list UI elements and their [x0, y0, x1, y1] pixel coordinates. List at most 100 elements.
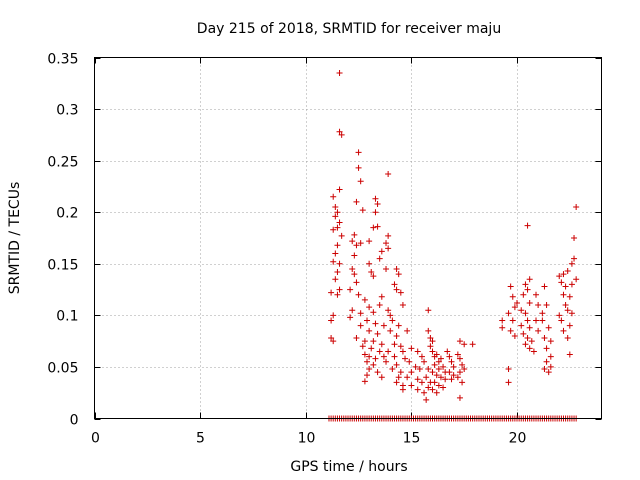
data-point: [418, 379, 425, 386]
data-point: [374, 223, 381, 230]
data-point: [522, 281, 529, 288]
axis-ticks: 0 5 10 15 20 0 0.05 0.1 0.15 0.2 0.25 0.3 0.35: [47, 52, 602, 447]
data-point: [368, 269, 375, 276]
plot-frame: [94, 57, 602, 419]
data-point: [387, 312, 394, 319]
data-point: [425, 365, 432, 372]
data-point: [347, 286, 354, 293]
data-point: [423, 374, 430, 381]
data-point: [571, 235, 578, 241]
data-point: [524, 335, 531, 342]
y-tick-label: 0.3: [56, 103, 78, 119]
data-point: [330, 193, 337, 200]
grid-lines: [94, 57, 602, 419]
data-point: [461, 365, 468, 372]
data-point: [456, 355, 463, 362]
data-point: [509, 317, 516, 324]
data-point: [366, 304, 373, 311]
data-point: [437, 374, 444, 381]
data-point: [334, 209, 341, 216]
data-point: [573, 204, 580, 211]
chart-title: Day 215 of 2018, SRMTID for receiver maj…: [197, 21, 501, 37]
data-point: [547, 353, 554, 360]
data-point: [566, 351, 573, 358]
data-point: [423, 396, 430, 403]
data-point: [526, 324, 533, 331]
data-point: [385, 245, 392, 252]
data-point: [435, 365, 442, 372]
data-point: [505, 379, 512, 386]
data-point: [376, 302, 383, 309]
data-point: [357, 322, 364, 329]
data-point: [564, 335, 571, 342]
data-point: [421, 389, 428, 396]
data-point: [336, 128, 343, 135]
data-point: [402, 355, 409, 362]
data-point: [454, 374, 461, 381]
data-point: [499, 324, 506, 331]
x-axis-label: GPS time / hours: [290, 459, 407, 475]
data-point: [456, 394, 463, 401]
data-point: [573, 276, 580, 283]
data-point: [370, 273, 377, 280]
data-point: [397, 369, 404, 376]
data-point: [353, 242, 360, 249]
data-point: [533, 291, 540, 298]
data-point: [361, 296, 368, 303]
data-point: [393, 379, 400, 386]
data-point: [334, 224, 341, 231]
data-point: [505, 310, 512, 317]
data-point: [435, 358, 442, 365]
data-point: [399, 386, 406, 393]
data-point: [370, 224, 377, 231]
data-point: [376, 255, 383, 262]
data-point: [514, 299, 520, 306]
data-point: [336, 69, 343, 76]
data-point: [499, 317, 506, 324]
data-point: [364, 372, 371, 379]
data-point: [404, 374, 411, 381]
data-point: [541, 365, 548, 372]
data-point: [429, 338, 436, 345]
data-point: [507, 327, 514, 334]
data-point: [372, 355, 379, 362]
data-point: [364, 358, 371, 365]
data-point: [397, 289, 404, 296]
data-point: [328, 317, 335, 324]
data-point: [412, 363, 419, 370]
data-point: [399, 348, 406, 355]
data-point: [564, 268, 571, 275]
data-point: [349, 265, 356, 272]
data-point: [336, 186, 343, 193]
y-tick-label: 0.35: [47, 52, 78, 68]
data-point: [524, 317, 531, 324]
data-point: [568, 281, 575, 288]
data-point: [366, 327, 373, 334]
data-point: [383, 358, 390, 365]
y-axis-label: SRMTID / TECUs: [7, 182, 23, 295]
data-point: [366, 238, 373, 245]
data-point: [372, 209, 379, 216]
data-point: [328, 289, 335, 296]
data-point: [469, 341, 476, 348]
data-point: [389, 317, 396, 324]
data-point: [368, 345, 375, 352]
data-point: [568, 310, 575, 317]
data-point: [566, 293, 573, 300]
data-point: [353, 279, 360, 286]
data-point: [370, 338, 377, 345]
data-point: [378, 341, 385, 348]
data-point: [427, 335, 434, 342]
data-point: [359, 207, 366, 214]
x-tick-label: 10: [298, 431, 316, 447]
data-point: [391, 353, 398, 360]
data-point: [385, 348, 392, 355]
data-point: [541, 283, 548, 290]
data-point: [416, 365, 423, 372]
data-point: [399, 302, 406, 309]
data-point: [336, 219, 343, 226]
data-point: [408, 369, 415, 376]
y-tick-label: 0.15: [47, 258, 78, 274]
data-point: [353, 198, 360, 205]
data-point: [378, 293, 385, 300]
